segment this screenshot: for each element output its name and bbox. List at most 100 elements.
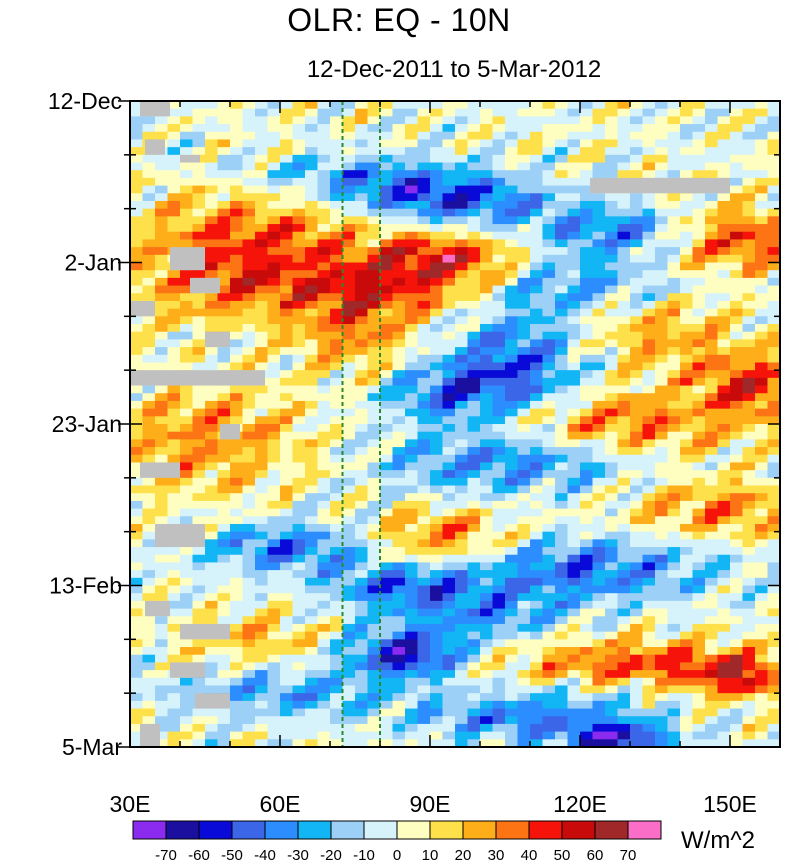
heatmap-cell <box>467 685 481 694</box>
heatmap-cell <box>405 600 419 610</box>
heatmap-cell <box>692 508 706 517</box>
heatmap-cell <box>717 362 731 371</box>
heatmap-cell <box>292 631 306 640</box>
heatmap-cell <box>155 177 169 187</box>
heatmap-cell <box>217 723 231 733</box>
heatmap-cell <box>317 616 331 625</box>
heatmap-cell <box>442 193 456 202</box>
heatmap-cell <box>642 424 656 433</box>
heatmap-cell <box>392 300 406 310</box>
heatmap-cell <box>255 585 269 594</box>
heatmap-cell <box>442 708 456 717</box>
heatmap-cell <box>767 154 780 164</box>
heatmap-cell <box>242 216 256 225</box>
heatmap-cell <box>517 370 531 379</box>
heatmap-cell <box>192 170 206 179</box>
heatmap-cell <box>505 162 519 171</box>
heatmap-cell <box>380 585 394 594</box>
heatmap-cell <box>742 324 756 333</box>
heatmap-cell <box>130 454 144 464</box>
heatmap-cell <box>142 239 156 248</box>
heatmap-cell <box>205 723 219 733</box>
heatmap-cell <box>317 477 331 487</box>
heatmap-cell <box>267 208 281 217</box>
heatmap-cell <box>167 385 181 394</box>
heatmap-cell <box>280 147 294 156</box>
heatmap-cell <box>467 270 481 279</box>
heatmap-cell <box>530 693 544 702</box>
heatmap-cell <box>267 662 281 671</box>
heatmap-cell <box>392 493 406 502</box>
heatmap-cell <box>517 262 531 271</box>
heatmap-cell <box>192 239 206 248</box>
heatmap-cell <box>317 523 331 533</box>
heatmap-cell <box>192 400 206 410</box>
heatmap-cell <box>292 677 306 687</box>
heatmap-cell <box>167 739 181 747</box>
heatmap-cell <box>267 331 281 340</box>
heatmap-cell <box>492 131 506 141</box>
heatmap-cell <box>717 593 731 602</box>
heatmap-cell <box>767 616 780 625</box>
heatmap-cell <box>705 723 719 733</box>
heatmap-cell <box>417 108 431 117</box>
heatmap-cell <box>180 131 194 141</box>
heatmap-cell <box>442 739 456 747</box>
heatmap-cell <box>680 131 694 141</box>
heatmap-cell <box>530 700 544 710</box>
heatmap-cell <box>742 485 756 494</box>
heatmap-cell <box>655 685 669 694</box>
heatmap-cell <box>530 539 544 548</box>
heatmap-cell <box>217 493 231 502</box>
heatmap-cell <box>567 647 581 656</box>
heatmap-cell <box>542 424 556 433</box>
heatmap-cell <box>355 693 369 702</box>
heatmap-cell <box>692 170 706 179</box>
heatmap-cell <box>392 462 406 471</box>
heatmap-cell <box>417 577 431 587</box>
heatmap-cell <box>180 516 194 525</box>
heatmap-cell <box>417 362 431 371</box>
heatmap-cell <box>242 393 256 402</box>
heatmap-cell <box>467 439 481 448</box>
heatmap-cell <box>467 408 481 417</box>
heatmap-cell <box>492 354 506 364</box>
heatmap-cell <box>142 254 156 264</box>
heatmap-cell <box>705 170 719 179</box>
heatmap-cell <box>667 162 681 171</box>
heatmap-cell <box>542 116 556 125</box>
missing-data-patches <box>130 101 730 747</box>
heatmap-cell <box>205 654 219 663</box>
heatmap-cell <box>330 708 344 717</box>
heatmap-cell <box>155 570 169 579</box>
heatmap-cell <box>292 324 306 333</box>
heatmap-cell <box>367 731 381 740</box>
heatmap-cell <box>142 685 156 694</box>
heatmap-cell <box>155 262 169 271</box>
heatmap-cell <box>767 277 780 287</box>
heatmap-cell <box>380 262 394 271</box>
heatmap-cell <box>580 224 594 233</box>
heatmap-cell <box>405 508 419 517</box>
heatmap-cell <box>592 670 606 679</box>
heatmap-cell <box>505 439 519 448</box>
heatmap-cell <box>255 708 269 717</box>
heatmap-cell <box>205 477 219 487</box>
heatmap-cell <box>242 523 256 533</box>
heatmap-cell <box>580 408 594 417</box>
heatmap-cell <box>242 185 256 194</box>
heatmap-cell <box>255 539 269 548</box>
heatmap-cell <box>392 254 406 264</box>
heatmap-cell <box>680 739 694 747</box>
heatmap-cell <box>742 700 756 710</box>
heatmap-cell <box>355 200 369 210</box>
heatmap-cell <box>705 562 719 571</box>
heatmap-cell <box>530 454 544 464</box>
heatmap-cell <box>517 500 531 510</box>
heatmap-cell <box>430 431 444 440</box>
heatmap-cell <box>242 170 256 179</box>
heatmap-cell <box>567 516 581 525</box>
heatmap-cell <box>392 277 406 287</box>
heatmap-cell <box>142 585 156 594</box>
heatmap-cell <box>492 470 506 479</box>
